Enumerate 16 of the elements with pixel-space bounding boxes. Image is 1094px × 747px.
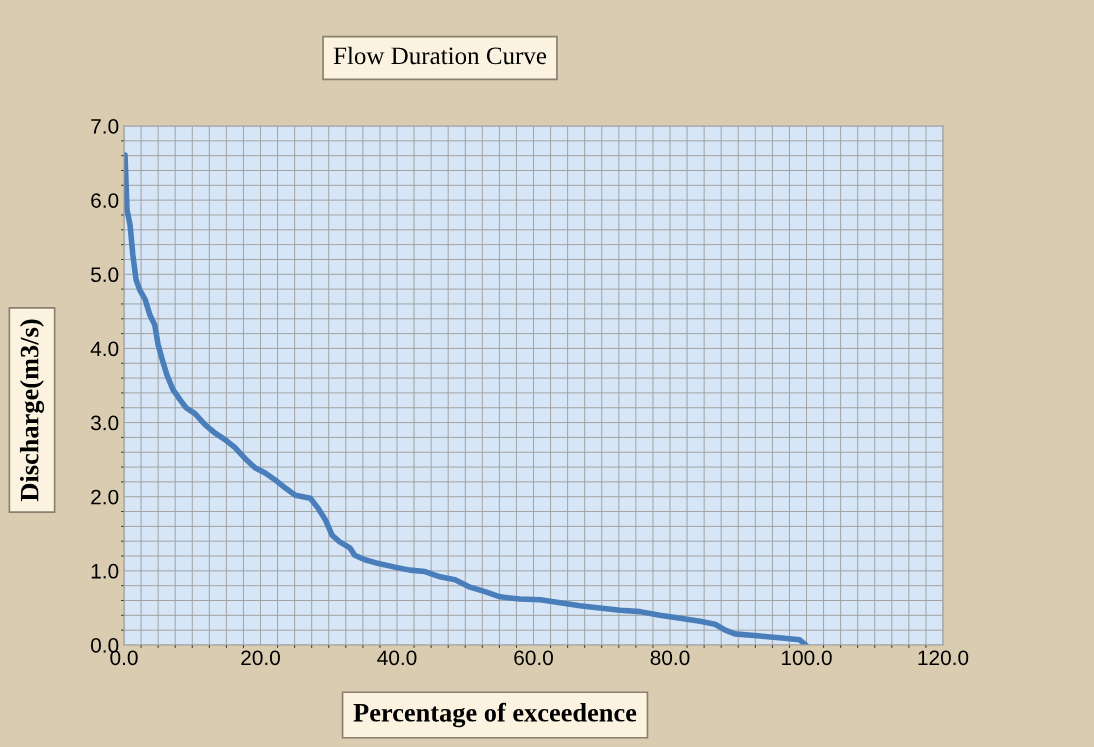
y-tick-label: 2.0 [91, 489, 119, 505]
x-tick-label: 20.0 [241, 650, 280, 666]
x-tick-label: 40.0 [377, 650, 417, 666]
x-tick-label: 120.0 [918, 650, 969, 666]
y-tick-label: 3.0 [90, 415, 119, 431]
y-tick-label: 1.0 [91, 563, 119, 579]
y-tick-label: 5.0 [91, 267, 119, 283]
y-tick-label: 4.0 [90, 341, 119, 357]
x-tick-label: 100.0 [782, 650, 832, 666]
y-tick-label: 6.0 [91, 193, 119, 208]
chart-title: Flow Duration Curve [333, 46, 547, 65]
x-tick-label: 80.0 [650, 650, 690, 666]
y-tick-label: 7.0 [91, 119, 119, 134]
y-axis-title: Discharge(m3/s) [19, 319, 45, 502]
x-axis-title: Percentage of exceedence [353, 702, 637, 728]
x-tick-label: 60.0 [514, 650, 553, 666]
